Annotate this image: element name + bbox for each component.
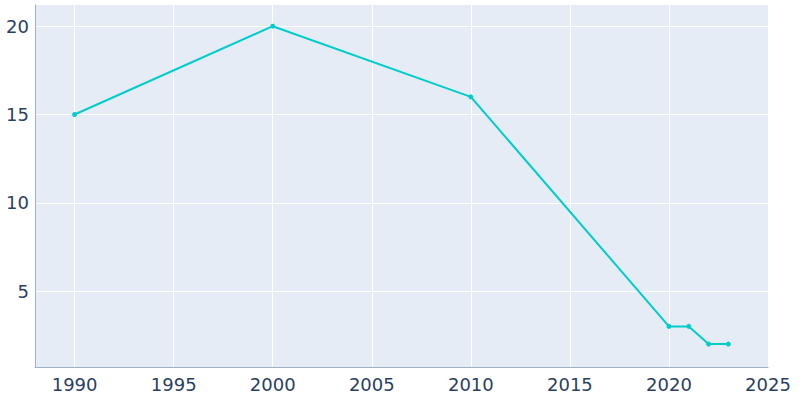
svg-text:2005: 2005: [349, 374, 395, 395]
svg-text:2015: 2015: [547, 374, 593, 395]
svg-text:1995: 1995: [151, 374, 197, 395]
svg-text:2020: 2020: [646, 374, 692, 395]
svg-text:20: 20: [6, 16, 29, 37]
svg-text:1990: 1990: [52, 374, 98, 395]
svg-text:10: 10: [6, 192, 29, 213]
svg-text:2025: 2025: [745, 374, 791, 395]
svg-text:15: 15: [6, 104, 29, 125]
svg-text:2010: 2010: [448, 374, 494, 395]
svg-text:5: 5: [18, 281, 29, 302]
svg-text:2000: 2000: [250, 374, 296, 395]
